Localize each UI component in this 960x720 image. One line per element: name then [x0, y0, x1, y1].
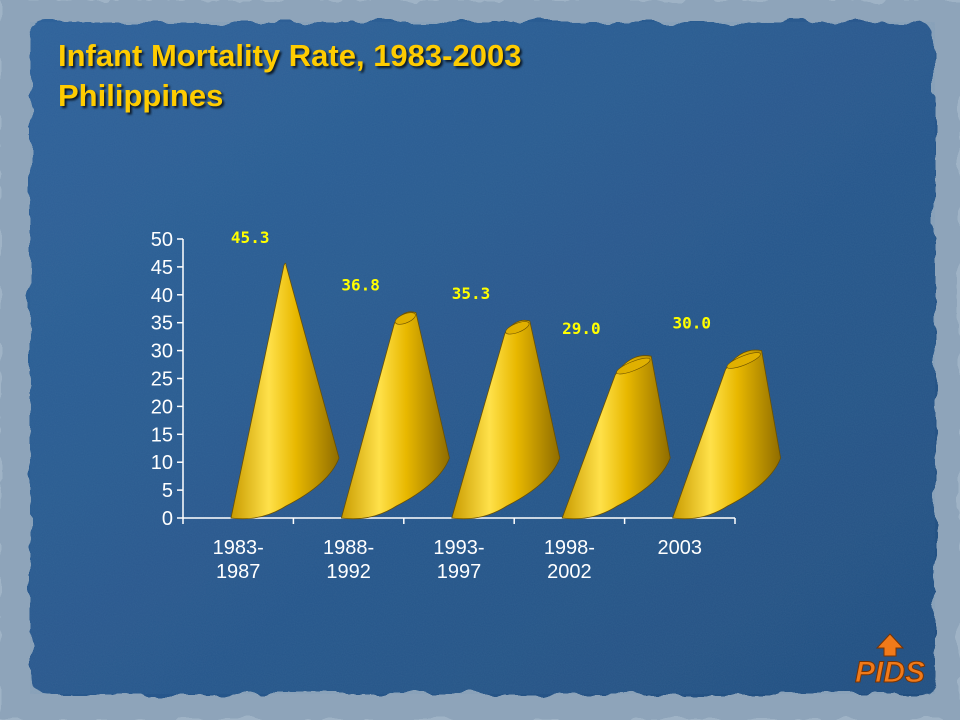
cone-top [394, 312, 416, 325]
x-category-label: 1983-1987 [213, 537, 264, 583]
cone-body [230, 262, 340, 520]
title-line-2: Philippines [58, 78, 224, 113]
pids-logo: PIDS [854, 633, 926, 687]
x-category-label: 1988-1992 [323, 537, 374, 583]
y-tick-label: 45 [151, 257, 173, 279]
cone-bar [451, 319, 561, 520]
data-label: 36.8 [341, 276, 380, 295]
cone-body [340, 311, 450, 520]
data-label: 35.3 [452, 284, 491, 303]
y-tick-label: 5 [162, 480, 173, 502]
cone-top [726, 352, 761, 369]
cone-body [451, 319, 561, 520]
y-tick-label: 40 [151, 285, 173, 307]
y-tick-label: 0 [162, 508, 173, 530]
cone-bar [672, 349, 782, 520]
y-tick-label: 25 [151, 369, 173, 391]
y-tick-label: 15 [151, 424, 173, 446]
chart-marks [230, 262, 782, 520]
cone-bar [561, 355, 671, 520]
chart-labels: 45.3 36.8 35.3 29.0 30.0 [231, 228, 711, 338]
data-label: 29.0 [562, 319, 601, 338]
data-label: 45.3 [231, 228, 270, 247]
logo-text: PIDS [855, 656, 925, 687]
slide-title: Infant Mortality Rate, 1983-2003 Philipp… [58, 36, 521, 116]
x-category-label: 1993-1997 [433, 537, 484, 583]
x-category-label: 1998-2002 [544, 537, 595, 583]
y-tick-label: 20 [151, 396, 173, 418]
cone-body [561, 355, 671, 520]
cone-top [505, 321, 530, 335]
cone-body [672, 349, 782, 520]
cone-bar [230, 262, 340, 520]
y-tick-label: 10 [151, 452, 173, 474]
data-label: 30.0 [673, 314, 712, 333]
cone-top [616, 357, 651, 375]
cone-bar [340, 311, 450, 520]
x-category-label: 2003 [658, 537, 703, 559]
y-tick-label: 35 [151, 313, 173, 335]
y-tick-label: 30 [151, 341, 173, 363]
y-tick-label: 50 [151, 229, 173, 251]
panel-texture [30, 22, 935, 694]
title-line-1: Infant Mortality Rate, 1983-2003 [58, 38, 522, 73]
